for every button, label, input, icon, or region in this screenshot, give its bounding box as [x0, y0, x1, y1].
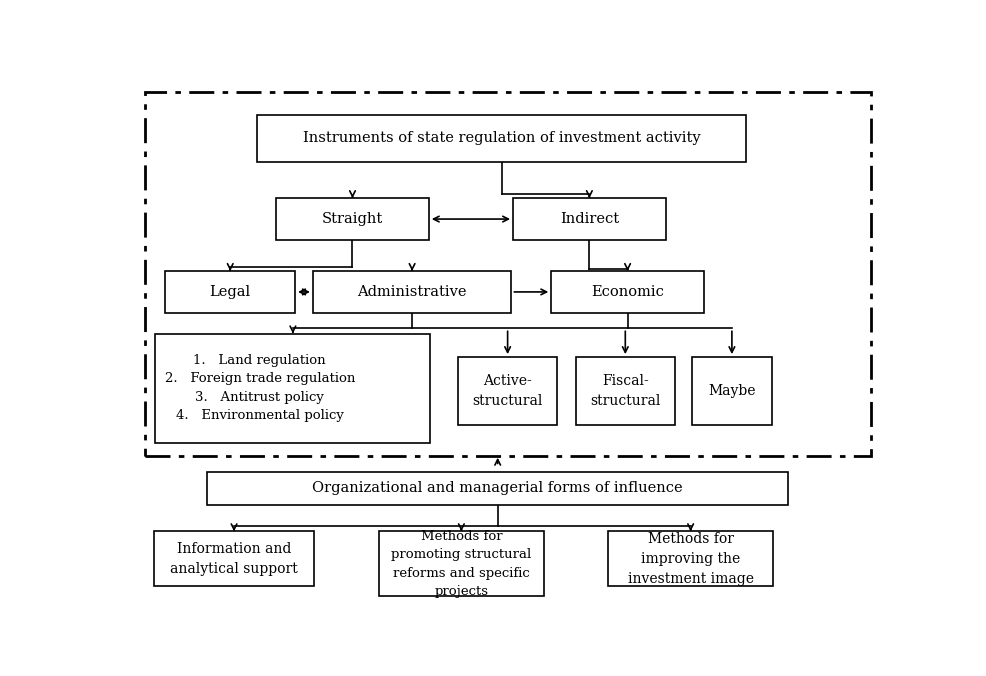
- Text: Methods for
promoting structural
reforms and specific
projects: Methods for promoting structural reforms…: [391, 530, 531, 598]
- Text: Organizational and managerial forms of influence: Organizational and managerial forms of i…: [313, 481, 683, 496]
- Bar: [380, 531, 543, 596]
- Bar: [207, 472, 788, 506]
- Text: Administrative: Administrative: [357, 285, 466, 299]
- Text: Legal: Legal: [210, 285, 250, 299]
- Bar: [692, 357, 772, 425]
- Text: Methods for
improving the
investment image: Methods for improving the investment ima…: [628, 531, 753, 585]
- Bar: [458, 357, 557, 425]
- Text: Economic: Economic: [592, 285, 664, 299]
- Text: 1.   Land regulation
2.   Foreign trade regulation
3.   Antitrust policy
4.   En: 1. Land regulation 2. Foreign trade regu…: [165, 354, 355, 422]
- Text: Indirect: Indirect: [560, 212, 619, 226]
- Bar: [513, 198, 666, 240]
- Text: Active-
structural: Active- structural: [472, 374, 543, 408]
- Bar: [166, 271, 295, 313]
- Bar: [551, 271, 704, 313]
- Bar: [608, 531, 773, 586]
- Bar: [276, 198, 429, 240]
- Text: Information and
analytical support: Information and analytical support: [171, 541, 298, 576]
- Bar: [145, 91, 871, 456]
- Bar: [154, 531, 315, 586]
- Text: Straight: Straight: [321, 212, 384, 226]
- Bar: [156, 333, 431, 443]
- Text: Fiscal-
structural: Fiscal- structural: [590, 374, 661, 408]
- Bar: [313, 271, 512, 313]
- Bar: [576, 357, 675, 425]
- Text: Maybe: Maybe: [708, 384, 755, 398]
- Text: Instruments of state regulation of investment activity: Instruments of state regulation of inves…: [303, 131, 700, 145]
- Bar: [257, 115, 746, 162]
